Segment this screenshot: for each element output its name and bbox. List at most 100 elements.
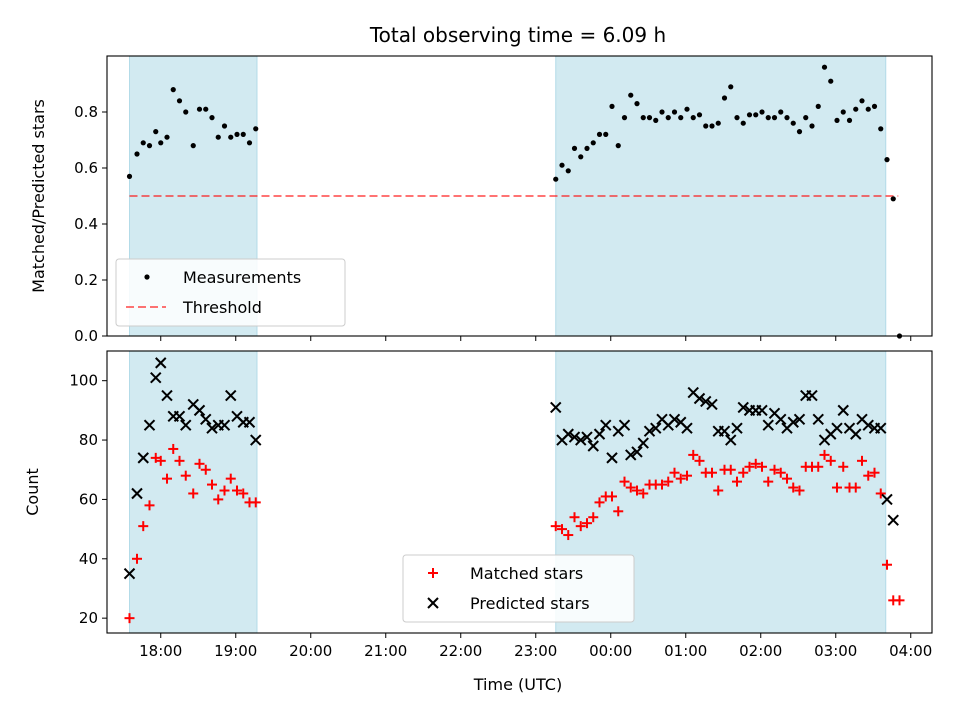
cross-b bbox=[550, 401, 562, 414]
measurement-point bbox=[146, 143, 153, 149]
cross-b bbox=[427, 597, 439, 609]
matched-star-point bbox=[794, 485, 805, 496]
matched-star-point bbox=[250, 497, 261, 508]
measurement-point bbox=[158, 140, 164, 146]
matched-star-point bbox=[882, 559, 892, 570]
cross-b bbox=[725, 434, 737, 446]
matched-star-point bbox=[588, 512, 599, 523]
predicted-star-point bbox=[155, 357, 167, 369]
matched-star-point bbox=[813, 461, 824, 472]
matched-star-point bbox=[750, 458, 761, 469]
bottom-legend: Matched stars Predicted stars bbox=[402, 554, 635, 623]
predicted-star-point bbox=[180, 419, 192, 431]
measurement-point bbox=[578, 154, 584, 160]
measurement-point bbox=[709, 123, 715, 129]
measurement-point bbox=[628, 92, 634, 98]
cross-b bbox=[637, 437, 649, 449]
cross-b bbox=[225, 389, 237, 402]
matched-star-point bbox=[857, 455, 867, 466]
x-tick-label: 03:00 bbox=[814, 642, 857, 660]
y-tick-label: 0.0 bbox=[74, 327, 98, 345]
matched-star-point bbox=[732, 476, 742, 487]
cross-b bbox=[693, 392, 706, 405]
matched-star-point bbox=[594, 497, 605, 508]
measurement-point bbox=[176, 98, 183, 104]
cross-b bbox=[568, 431, 581, 443]
measurement-point bbox=[246, 140, 253, 146]
matched-star-point bbox=[625, 482, 636, 493]
matched-star-point bbox=[863, 470, 874, 481]
predicted-star-point bbox=[806, 389, 818, 402]
matched-star-point bbox=[832, 482, 842, 493]
matched-star-point bbox=[713, 485, 724, 496]
cross-b bbox=[706, 398, 718, 411]
predicted-star-point bbox=[681, 422, 693, 434]
measurement-point bbox=[234, 131, 240, 137]
measurement-point bbox=[778, 109, 784, 115]
x-tick-label: 22:00 bbox=[439, 642, 482, 660]
matched-star-point bbox=[763, 476, 774, 487]
matched-star-point bbox=[682, 470, 692, 481]
cross-b bbox=[831, 422, 843, 434]
cross-b bbox=[731, 422, 743, 434]
x-tick-label: 20:00 bbox=[289, 642, 332, 660]
x-tick-label: 21:00 bbox=[364, 642, 407, 660]
cross-b bbox=[837, 404, 849, 417]
measurement-point bbox=[859, 98, 865, 104]
predicted-star-point bbox=[837, 404, 849, 417]
measurement-points bbox=[126, 64, 903, 339]
cross-b bbox=[200, 413, 212, 425]
measurement-point bbox=[183, 109, 189, 115]
measurement-point bbox=[865, 106, 871, 112]
cross-b bbox=[161, 389, 173, 402]
matched-star-point bbox=[788, 482, 799, 493]
matched-star-point bbox=[725, 464, 736, 475]
predicted-star-point bbox=[737, 401, 749, 414]
measurement-point bbox=[834, 117, 840, 123]
measurement-point bbox=[803, 115, 809, 121]
cross-b bbox=[812, 413, 824, 425]
matched-star-point bbox=[225, 473, 236, 484]
matched-star-point bbox=[694, 455, 705, 466]
legend-threshold-label: Threshold bbox=[182, 298, 262, 317]
matched-star-point bbox=[168, 443, 179, 454]
x-tick-label: 19:00 bbox=[214, 642, 257, 660]
cross-b bbox=[643, 425, 656, 437]
measurement-point bbox=[215, 134, 221, 140]
predicted-star-point bbox=[887, 514, 899, 526]
measurement-point bbox=[221, 123, 228, 129]
cross-b bbox=[787, 416, 799, 428]
predicted-star-point bbox=[173, 410, 186, 423]
cross-b bbox=[206, 422, 218, 434]
predicted-star-point bbox=[812, 413, 824, 425]
top-panel: 0.00.20.40.60.8 Matched/Predicted stars … bbox=[29, 55, 933, 345]
cross-b bbox=[862, 419, 874, 431]
matched-star-point bbox=[775, 467, 786, 478]
predicted-star-point bbox=[706, 398, 718, 411]
predicted-star-point bbox=[575, 434, 587, 446]
cross-b bbox=[600, 419, 612, 431]
measurement-point bbox=[721, 95, 728, 101]
legend-predicted-label: Predicted stars bbox=[470, 594, 590, 613]
matched-star-point bbox=[850, 482, 861, 493]
predicted-star-point bbox=[650, 422, 662, 434]
measurement-point bbox=[821, 64, 828, 70]
cross-b bbox=[250, 434, 262, 446]
matched-star-point bbox=[232, 485, 242, 496]
top-axes-frame bbox=[106, 55, 933, 337]
predicted-star-point bbox=[862, 419, 874, 431]
matched-star-point bbox=[607, 491, 617, 502]
predicted-star-point bbox=[562, 428, 574, 440]
matched-star-point bbox=[238, 488, 249, 499]
predicted-star-point bbox=[881, 493, 893, 506]
y-tick-label: 20 bbox=[79, 609, 98, 627]
predicted-star-point bbox=[600, 419, 612, 431]
top-legend: Measurements Threshold bbox=[115, 258, 346, 327]
measurement-point bbox=[696, 112, 703, 118]
cross-b bbox=[668, 413, 681, 425]
cross-b bbox=[581, 431, 593, 443]
measurement-point bbox=[734, 115, 740, 121]
predicted-star-point bbox=[693, 392, 706, 405]
matched-star-point bbox=[213, 494, 224, 505]
measurement-point bbox=[746, 112, 753, 118]
